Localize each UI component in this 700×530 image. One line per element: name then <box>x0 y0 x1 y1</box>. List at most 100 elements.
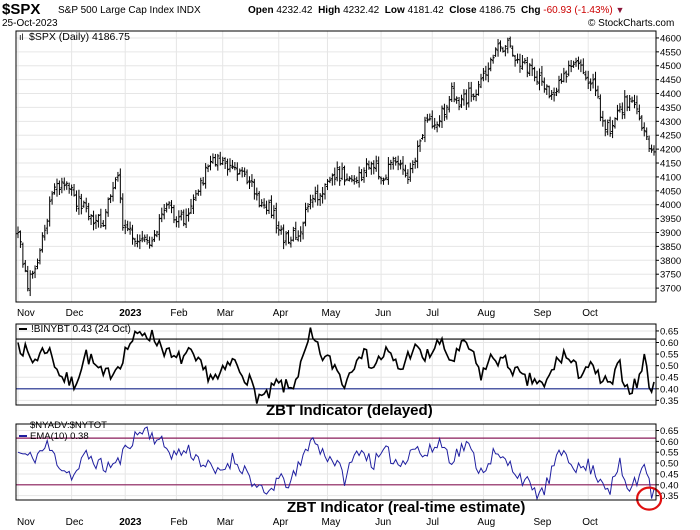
price-bar <box>18 230 22 248</box>
price-bar <box>455 96 459 104</box>
price-bar <box>518 53 522 73</box>
price-bar <box>43 224 47 241</box>
price-bar <box>418 139 422 152</box>
price-bar <box>511 45 515 57</box>
change-value: -60.93 (-1.43%) <box>543 5 613 16</box>
price-bar <box>187 208 191 222</box>
price-bar <box>35 258 39 270</box>
price-bar <box>316 184 320 206</box>
price-bar <box>209 155 213 171</box>
price-bar <box>572 60 576 68</box>
price-bar <box>106 197 110 217</box>
price-bar <box>576 56 580 70</box>
price-bar <box>406 169 410 184</box>
high-label: High <box>318 5 341 16</box>
x-axis-label: Jun <box>375 517 391 528</box>
price-bar <box>233 162 237 171</box>
price-bar <box>308 194 312 210</box>
highlight-circle <box>636 486 663 511</box>
x-axis-label: Mar <box>217 517 235 528</box>
price-bar <box>172 204 176 224</box>
price-bar <box>111 181 115 202</box>
price-bar <box>452 82 456 103</box>
price-bar <box>167 201 171 209</box>
price-bar <box>267 199 271 214</box>
x-axis-label: Aug <box>477 517 495 528</box>
price-bar <box>574 57 578 67</box>
price-bar <box>311 194 315 208</box>
price-bar <box>464 89 468 110</box>
price-bar <box>347 176 351 182</box>
price-bar <box>596 85 600 99</box>
price-bar <box>33 265 37 279</box>
price-bar <box>84 197 88 213</box>
price-bar <box>345 173 349 182</box>
price-bar <box>469 81 473 102</box>
price-bar <box>57 180 61 196</box>
price-bar <box>162 203 166 220</box>
y-tick-label: 4150 <box>660 159 681 170</box>
price-bar <box>138 234 142 250</box>
price-bar <box>360 168 364 182</box>
x-axis-label: 2023 <box>119 308 142 319</box>
price-bar <box>537 68 541 91</box>
zbt-delayed-line <box>17 327 655 404</box>
price-bar <box>23 259 27 273</box>
price-bar <box>340 162 344 181</box>
ema-style-icon <box>19 435 27 437</box>
price-bar <box>50 191 54 205</box>
price-bar <box>628 94 632 111</box>
price-bar <box>450 82 454 103</box>
price-bar <box>204 163 208 189</box>
x-axis-label: Oct <box>582 517 598 528</box>
price-bar <box>613 117 617 129</box>
y-tick-label: 0.55 <box>660 448 679 459</box>
y-tick-label: 0.60 <box>660 437 679 448</box>
price-bar <box>457 96 461 111</box>
price-bar <box>552 87 556 102</box>
price-bar <box>442 103 446 121</box>
y-tick-label: 0.35 <box>660 491 679 502</box>
price-bar <box>516 53 520 64</box>
y-tick-label: 0.40 <box>660 384 679 395</box>
price-bar <box>343 165 347 186</box>
price-bar <box>145 234 149 245</box>
price-bar <box>213 153 217 167</box>
y-tick-label: 4250 <box>660 131 681 142</box>
price-bar <box>481 68 485 82</box>
price-bar <box>109 194 113 204</box>
price-bar <box>377 156 381 180</box>
price-bar <box>243 167 247 177</box>
price-bar <box>386 157 390 185</box>
price-bar <box>284 231 288 246</box>
price-bar <box>274 202 278 234</box>
price-bar <box>55 178 59 197</box>
price-bar <box>230 159 234 170</box>
price-bar <box>525 56 529 78</box>
price-bar <box>459 94 463 109</box>
price-bar <box>569 59 573 73</box>
price-bar <box>416 140 420 169</box>
price-bar <box>179 209 183 221</box>
y-tick-label: 4300 <box>660 117 681 128</box>
x-axis-label: Oct <box>582 308 598 319</box>
price-bar <box>228 158 232 173</box>
price-bar <box>16 226 20 239</box>
zbt-delayed-panel: 0.350.400.450.500.550.600.65 <box>15 323 679 407</box>
ratio-legend: $NYADV:$NYTOT <box>30 420 107 431</box>
low-label: Low <box>384 5 405 16</box>
price-bar <box>92 210 96 231</box>
price-bar <box>352 175 356 185</box>
price-bar <box>191 194 195 215</box>
price-bar <box>498 40 502 52</box>
open-value: 4232.42 <box>276 5 313 16</box>
y-tick-label: 0.40 <box>660 480 679 491</box>
x-axis-label: Apr <box>273 308 289 319</box>
x-axis-label: 2023 <box>119 517 142 528</box>
price-bar <box>567 60 571 77</box>
price-bar <box>99 208 103 229</box>
price-bar <box>277 221 281 236</box>
price-bar <box>165 202 169 213</box>
price-bar <box>384 174 388 181</box>
price-bar <box>430 110 434 129</box>
